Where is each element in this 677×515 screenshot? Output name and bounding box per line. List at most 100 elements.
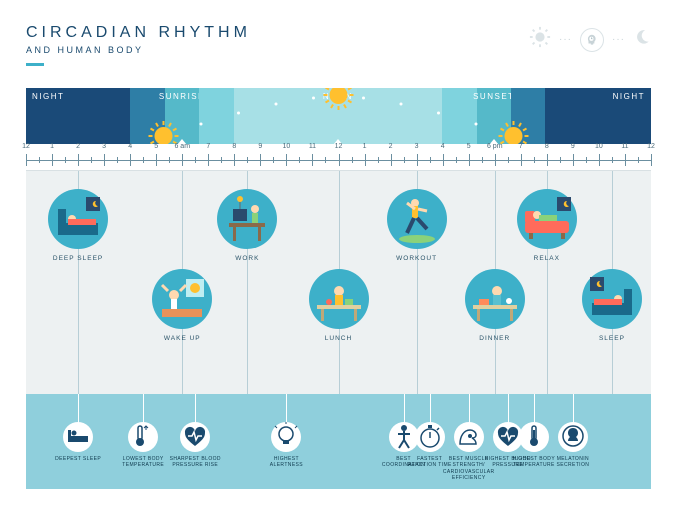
phys-label: HIGHEST ALERTNESS [260,456,312,469]
tick-label: 9 [258,143,262,150]
sky-label: NOON [323,92,353,101]
tick-minor [221,157,222,163]
sky-segment [442,88,476,144]
tick-label: 10 [283,143,291,150]
tick [286,154,287,166]
sky-label: NIGHT [613,92,645,101]
tick [208,154,209,166]
tick-minor [65,157,66,163]
tick-label: 6 pm [487,143,503,150]
tick [547,154,548,166]
activity-lunch [309,269,369,329]
dots-icon: ··· [612,34,625,45]
phys-bed-icon [63,422,93,452]
connector-line [195,394,196,424]
phys-brain-icon [558,422,588,452]
phys-heart-up-icon [180,422,210,452]
tick-minor [378,157,379,163]
phys-label: SHARPEST BLOOD PRESSURE RISE [169,456,221,469]
sky-segment: NOON [234,88,443,144]
sky-segment: NIGHT [545,88,651,144]
tick-minor [273,157,274,163]
tick [521,154,522,166]
tick-label: 3 [415,143,419,150]
connector-line [247,245,248,395]
activity-label: RELAX [534,255,560,262]
time-ruler: 12123456 am789101112123456 pm789101112 [26,150,651,170]
tick-label: 6 am [174,143,190,150]
sky-segment [511,88,545,144]
tick-minor [39,157,40,163]
activity-relax [517,189,577,249]
activity-wakeup [152,269,212,329]
tick-minor [117,157,118,163]
tick [443,154,444,166]
connector-line [417,245,418,395]
tick-minor [352,157,353,163]
phys-bulb-icon [271,422,301,452]
activity-label: DEEP SLEEP [53,255,103,262]
tick [391,154,392,166]
tick [625,154,626,166]
phys-thermo-icon [128,422,158,452]
phys-thermo-hi-icon [519,422,549,452]
activity-workout [387,189,447,249]
tick-label: 8 [545,143,549,150]
tick-minor [534,157,535,163]
phys-muscle-icon [454,422,484,452]
tick [312,154,313,166]
tick-minor [456,157,457,163]
tick-label: 1 [50,143,54,150]
tick-minor [430,157,431,163]
tick-label: 11 [621,143,628,150]
tick-minor [638,157,639,163]
connector-line [469,394,470,424]
sky-band: NIGHT SUNRISE NOON SUNSET NIGHT [26,88,651,144]
tick [469,154,470,166]
tick [365,154,366,166]
page-title: CIRCADIAN RHYTHM [26,24,251,42]
connector-line [573,394,574,424]
connector-line [508,394,509,424]
tick-label: 12 [647,143,655,150]
connector-line [286,394,287,424]
tick-minor [299,157,300,163]
phys-label: MELATONIN SECRETION [547,456,599,469]
sky-segment: NIGHT [26,88,130,144]
tick-label: 9 [571,143,575,150]
tick-minor [612,157,613,163]
sky-label: SUNSET [473,92,514,101]
tick-label: 5 [154,143,158,150]
tick [599,154,600,166]
tick-label: 8 [232,143,236,150]
tick [104,154,105,166]
tick [495,154,496,166]
connector-line [547,245,548,395]
title-block: CIRCADIAN RHYTHM AND HUMAN BODY [26,24,251,55]
tick-minor [404,157,405,163]
tick [573,154,574,166]
tick-label: 12 [22,143,30,150]
activity-label: LUNCH [325,335,352,342]
tick-label: 12 [335,143,343,150]
activity-panel: DEEP SLEEPWAKE UPWORKLUNCHWORKOUTDINNERR… [26,170,651,394]
sky-segment: SUNRISE [165,88,199,144]
tick-label: 2 [76,143,80,150]
tick-label: 11 [309,143,316,150]
connector-line [78,245,79,395]
tick-minor [508,157,509,163]
tick-minor [195,157,196,163]
tick [156,154,157,166]
tick [260,154,261,166]
tick-label: 7 [519,143,523,150]
sky-segment [199,88,233,144]
connector-line [430,394,431,424]
tick-minor [560,157,561,163]
tick [339,154,340,166]
tick [78,154,79,166]
tick-label: 10 [595,143,603,150]
sky-label: SUNRISE [159,92,205,101]
tick-minor [169,157,170,163]
tick-label: 5 [467,143,471,150]
activity-label: DINNER [479,335,510,342]
